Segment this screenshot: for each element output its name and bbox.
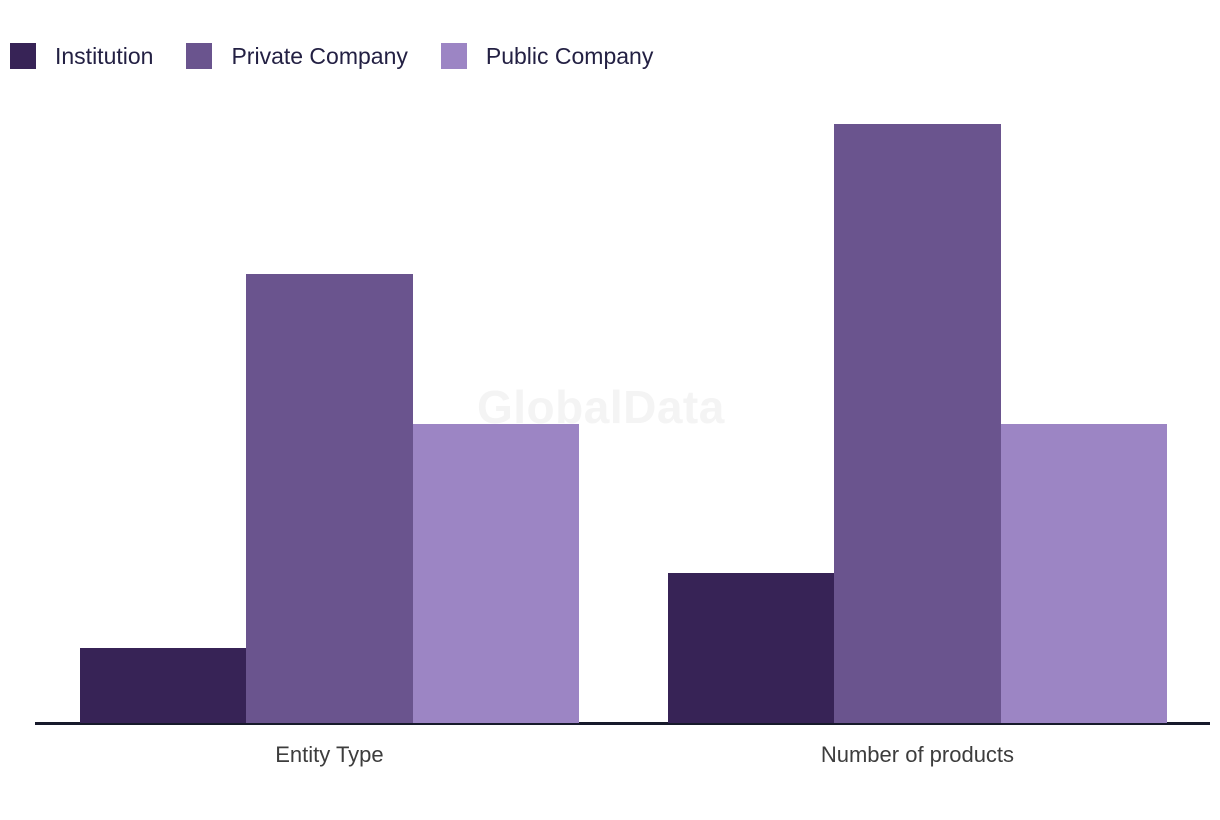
chart-legend: Institution Private Company Public Company [10, 43, 686, 69]
legend-swatch-icon [186, 43, 213, 69]
bar-private-company-number-of-products [834, 124, 1001, 723]
legend-item-institution[interactable]: Institution [10, 43, 153, 69]
legend-swatch-icon [440, 43, 467, 69]
bar-public-company-entity-type [412, 423, 579, 723]
category-label-entity-type: Entity Type [275, 742, 384, 767]
legend-item-public-company[interactable]: Public Company [440, 42, 654, 69]
legend-item-label: Private Company [231, 42, 408, 69]
bar-institution-entity-type [80, 648, 247, 723]
legend-item-private-company[interactable]: Private Company [186, 42, 408, 69]
legend-swatch-icon [10, 43, 36, 69]
bar-public-company-number-of-products [1000, 423, 1167, 723]
legend-item-label: Institution [55, 42, 154, 69]
legend-item-label: Public Company [485, 42, 654, 69]
bar-institution-number-of-products [668, 573, 835, 723]
category-label-number-of-products: Number of products [820, 742, 1015, 767]
x-axis-line [35, 722, 1210, 725]
bar-private-company-entity-type [246, 273, 413, 723]
